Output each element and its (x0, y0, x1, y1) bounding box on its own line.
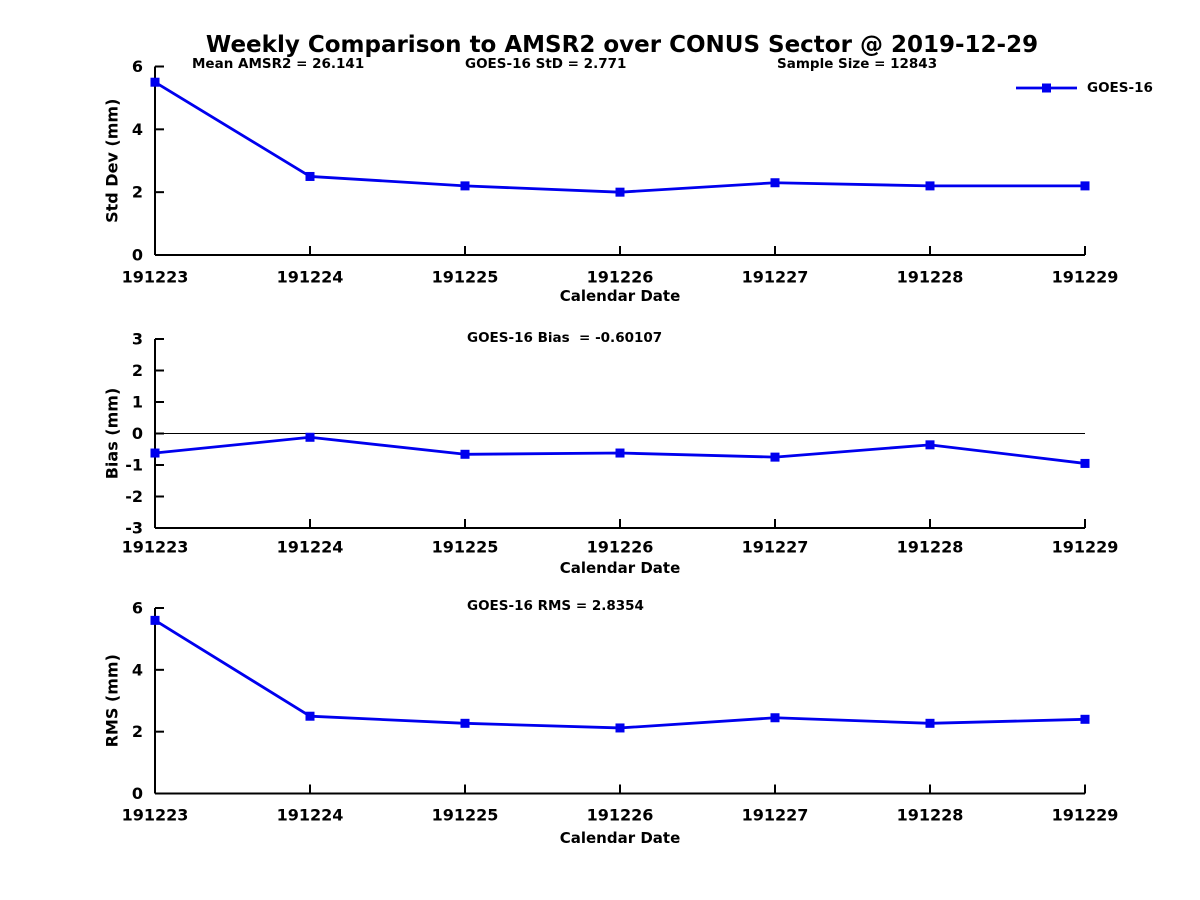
data-point-marker (615, 448, 625, 458)
x-tick-label: 191224 (277, 538, 344, 557)
series-line (154, 81, 1085, 194)
series-line (154, 619, 1086, 730)
axis-label-y: Bias (mm) (103, 388, 122, 480)
axis-label-y: Std Dev (mm) (103, 99, 122, 223)
x-tick-label: 191226 (587, 268, 654, 287)
axis-label-x: Calendar Date (560, 829, 681, 847)
data-point-marker (925, 440, 935, 450)
data-point-marker (305, 711, 315, 721)
x-tick-label: 191226 (587, 806, 654, 825)
x-tick-label: 191228 (897, 806, 964, 825)
x-tick-label: 191224 (277, 268, 344, 287)
data-point-marker (460, 718, 470, 728)
legend-label: GOES-16 (1087, 80, 1153, 96)
y-tick-label: -1 (125, 456, 143, 475)
y-tick-label: 1 (132, 393, 143, 412)
data-point-marker (925, 718, 935, 728)
x-tick-label: 191229 (1052, 538, 1119, 557)
chart-rms: 0 2 4 6 191223 191224 191225 191226 191227 191228… (103, 598, 1119, 847)
y-tick-label: 3 (132, 330, 143, 349)
x-tick-label: 191223 (122, 538, 189, 557)
y-tick-label: 2 (132, 722, 143, 741)
x-tick-label: 191225 (432, 268, 499, 287)
data-point-marker (150, 448, 160, 458)
y-tick-label: 0 (132, 784, 143, 803)
data-point-marker (460, 181, 470, 191)
data-point-marker (1080, 714, 1090, 724)
x-tick-label: 191225 (432, 806, 499, 825)
x-tick-label: 191223 (122, 268, 189, 287)
axis-label-x: Calendar Date (560, 287, 681, 305)
y-tick-label: 4 (132, 660, 143, 679)
legend: GOES-16 (1016, 80, 1153, 96)
annotation: Sample Size = 12843 (777, 56, 937, 72)
y-tick-label: 0 (132, 246, 143, 265)
annotation: Mean AMSR2 = 26.141 (192, 56, 364, 72)
data-point-marker (305, 432, 315, 442)
axis-label-x: Calendar Date (560, 559, 681, 577)
y-tick-label: -2 (125, 487, 143, 506)
chart-bias: -3 -2 -1 0 1 2 3 191223 191224 191225 191226 191227… (103, 330, 1119, 578)
data-point-marker (615, 187, 625, 197)
y-tick-label: 2 (132, 361, 143, 380)
data-point-marker (770, 452, 780, 462)
x-tick-label: 191229 (1052, 268, 1119, 287)
y-tick-label: 2 (132, 183, 143, 202)
annotation: GOES-16 RMS = 2.8354 (467, 598, 644, 614)
x-tick-label: 191229 (1052, 806, 1119, 825)
data-point-marker (150, 77, 160, 87)
legend-marker-icon (1042, 83, 1051, 93)
y-tick-label: 6 (132, 599, 143, 618)
y-tick-label: 0 (132, 424, 143, 443)
data-point-marker (1080, 181, 1090, 191)
annotation: GOES-16 Bias = -0.60107 (467, 330, 662, 346)
data-point-marker (460, 449, 470, 459)
annotation: GOES-16 StD = 2.771 (465, 56, 626, 72)
x-tick-label: 191226 (587, 538, 654, 557)
x-tick-label: 191224 (277, 806, 344, 825)
x-tick-label: 191228 (897, 538, 964, 557)
x-tick-label: 191225 (432, 538, 499, 557)
x-tick-label: 191227 (742, 268, 809, 287)
y-tick-label: -3 (125, 519, 143, 538)
x-tick-label: 191227 (742, 538, 809, 557)
data-point-marker (770, 178, 780, 188)
x-tick-label: 191227 (742, 806, 809, 825)
y-tick-label: 6 (132, 57, 143, 76)
data-point-marker (925, 181, 935, 191)
axis-label-y: RMS (mm) (103, 654, 122, 747)
data-point-marker (150, 615, 160, 625)
data-point-marker (305, 171, 315, 181)
x-tick-label: 191223 (122, 806, 189, 825)
data-point-marker (770, 713, 780, 723)
y-tick-label: 4 (132, 120, 143, 139)
data-point-marker (615, 723, 625, 733)
x-tick-label: 191228 (897, 268, 964, 287)
chart-std-dev: 0 2 4 6 191223 191224 191225 191226 191227 191228… (103, 56, 1119, 305)
data-point-marker (1080, 458, 1090, 468)
figure-title: Weekly Comparison to AMSR2 over CONUS Se… (206, 32, 1038, 58)
